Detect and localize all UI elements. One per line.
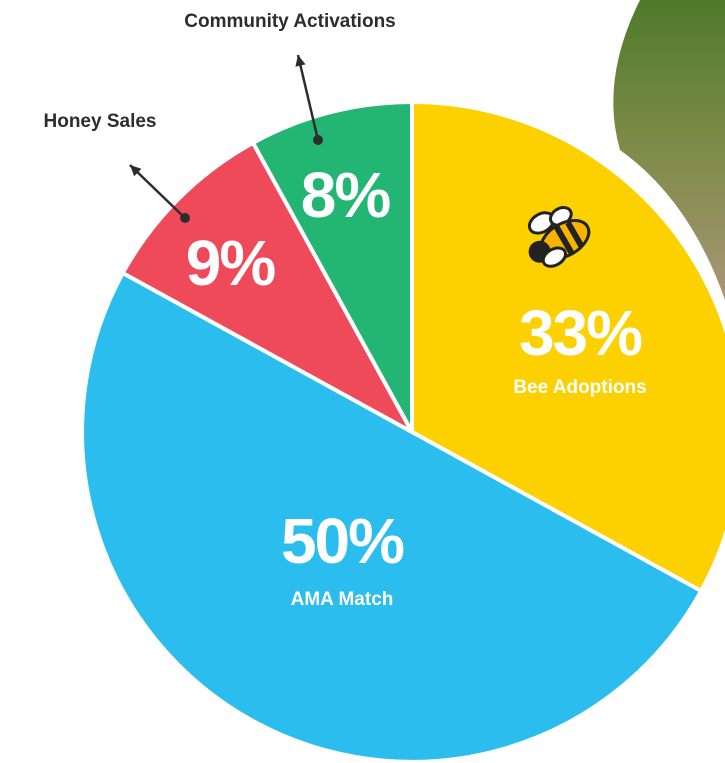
callout-line [130,165,185,218]
percent-label: 8% [301,159,391,231]
chart: 33% Bee Adoptions 50% AMA Match 9% Honey Sale… [0,0,725,763]
percent-label: 33% [519,297,642,369]
callout-name: Community Activations [184,11,396,32]
callout-name: Honey Sales [44,111,157,132]
page: {"chart_data": {"type": "pie", "categori… [0,0,725,763]
slice-name: Bee Adoptions [513,377,646,398]
percent-label: 9% [186,227,276,299]
percent-label: 50% [281,505,404,577]
callout-arrowhead [295,55,305,67]
slice-name: AMA Match [291,589,394,610]
